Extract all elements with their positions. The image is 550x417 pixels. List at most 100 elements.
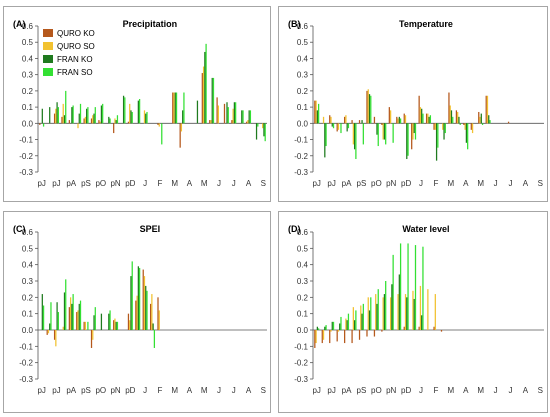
bar <box>485 95 487 124</box>
bar <box>62 326 64 330</box>
bar <box>248 110 250 124</box>
bar <box>471 123 474 134</box>
y-tick-label: 0.4 <box>297 54 309 63</box>
bar <box>87 107 89 124</box>
bar <box>180 123 183 132</box>
bar <box>376 123 378 135</box>
bar <box>138 267 141 330</box>
bar <box>55 330 57 347</box>
y-tick-label: 0.4 <box>297 261 309 270</box>
x-tick-label: J <box>232 179 236 188</box>
y-tick-label: 0.2 <box>22 293 34 302</box>
bar <box>361 120 363 124</box>
panel-title: Water level <box>402 224 449 234</box>
x-tick-label: M <box>171 179 178 188</box>
y-tick-label: 0.2 <box>297 293 309 302</box>
bar <box>42 123 45 127</box>
x-tick-label: M <box>448 179 455 188</box>
bar <box>464 123 466 130</box>
bar <box>116 115 119 124</box>
panel-title: SPEI <box>140 224 161 234</box>
bar <box>399 118 402 124</box>
bar <box>83 118 85 124</box>
bar <box>122 95 125 124</box>
bar <box>56 102 58 124</box>
x-tick-label: M <box>477 386 484 395</box>
bar <box>440 330 443 332</box>
bar <box>94 307 96 330</box>
bar <box>100 105 103 124</box>
x-tick-label: J <box>217 386 221 395</box>
x-tick-label: pO <box>371 179 382 188</box>
bar <box>47 330 50 334</box>
bar <box>377 289 379 330</box>
x-tick-label: pA <box>66 386 76 395</box>
y-tick-label: 0.0 <box>22 326 34 335</box>
y-tick-label: -0.2 <box>19 152 33 161</box>
bar <box>130 110 132 124</box>
bar <box>362 123 364 145</box>
bar <box>78 113 80 124</box>
bar <box>434 123 436 130</box>
legend: QURO KO QURO SO FRAN KO FRAN SO <box>43 29 95 77</box>
bar <box>413 298 415 330</box>
bar <box>427 113 429 124</box>
bar <box>383 294 386 330</box>
bar <box>109 118 111 124</box>
bar <box>131 111 133 124</box>
x-tick-label: pA <box>342 386 352 395</box>
bar <box>343 116 346 124</box>
bar <box>233 102 236 124</box>
y-tick-label: 0.4 <box>22 261 34 270</box>
y-tick-label: -0.2 <box>19 359 33 368</box>
bar <box>340 123 342 134</box>
bar <box>50 302 52 330</box>
bar <box>142 269 144 330</box>
x-tick-label: J <box>143 386 147 395</box>
x-tick-label: A <box>187 179 193 188</box>
bar <box>329 115 331 124</box>
bar <box>433 123 435 130</box>
bar <box>63 115 66 124</box>
bar <box>422 113 424 124</box>
chart-panel-2: -0.3 -0.2 -0.1 0.0 0.1 0.2 0.3 0.4 0.5 0.6 pJ pJ pA p… <box>278 6 548 202</box>
y-tick-label: 0.6 <box>22 228 34 237</box>
bar <box>406 297 408 330</box>
bar <box>397 118 399 124</box>
bar <box>383 123 386 140</box>
bar <box>69 297 72 330</box>
bar <box>442 123 444 130</box>
x-tick-label: pD <box>125 179 135 188</box>
bar <box>68 307 70 330</box>
bar <box>108 116 110 124</box>
bar <box>90 118 93 124</box>
bar <box>352 123 354 145</box>
y-tick-label: 0.6 <box>22 22 34 31</box>
bar <box>175 92 178 124</box>
x-tick-label: pS <box>357 386 367 395</box>
bar <box>381 330 383 332</box>
panel-label: (D) <box>288 224 301 234</box>
bar <box>392 254 394 330</box>
bar <box>330 330 332 332</box>
panel-title: Temperature <box>399 19 453 29</box>
bar <box>385 123 387 145</box>
bar <box>397 294 399 330</box>
x-tick-label: J <box>494 179 498 188</box>
bar <box>398 116 400 124</box>
bar <box>389 297 392 330</box>
bar <box>331 123 333 127</box>
bar <box>366 90 368 124</box>
bar <box>211 77 213 124</box>
bar <box>129 103 131 124</box>
x-tick-label: S <box>261 179 266 188</box>
y-tick-label: 0.4 <box>22 54 34 63</box>
x-tick-label: A <box>246 386 252 395</box>
bar <box>339 323 341 330</box>
bar <box>65 279 67 330</box>
x-tick-label: pD <box>401 179 411 188</box>
bar <box>143 110 146 124</box>
x-tick-label: pJ <box>327 179 335 188</box>
x-tick-label: M <box>201 386 208 395</box>
